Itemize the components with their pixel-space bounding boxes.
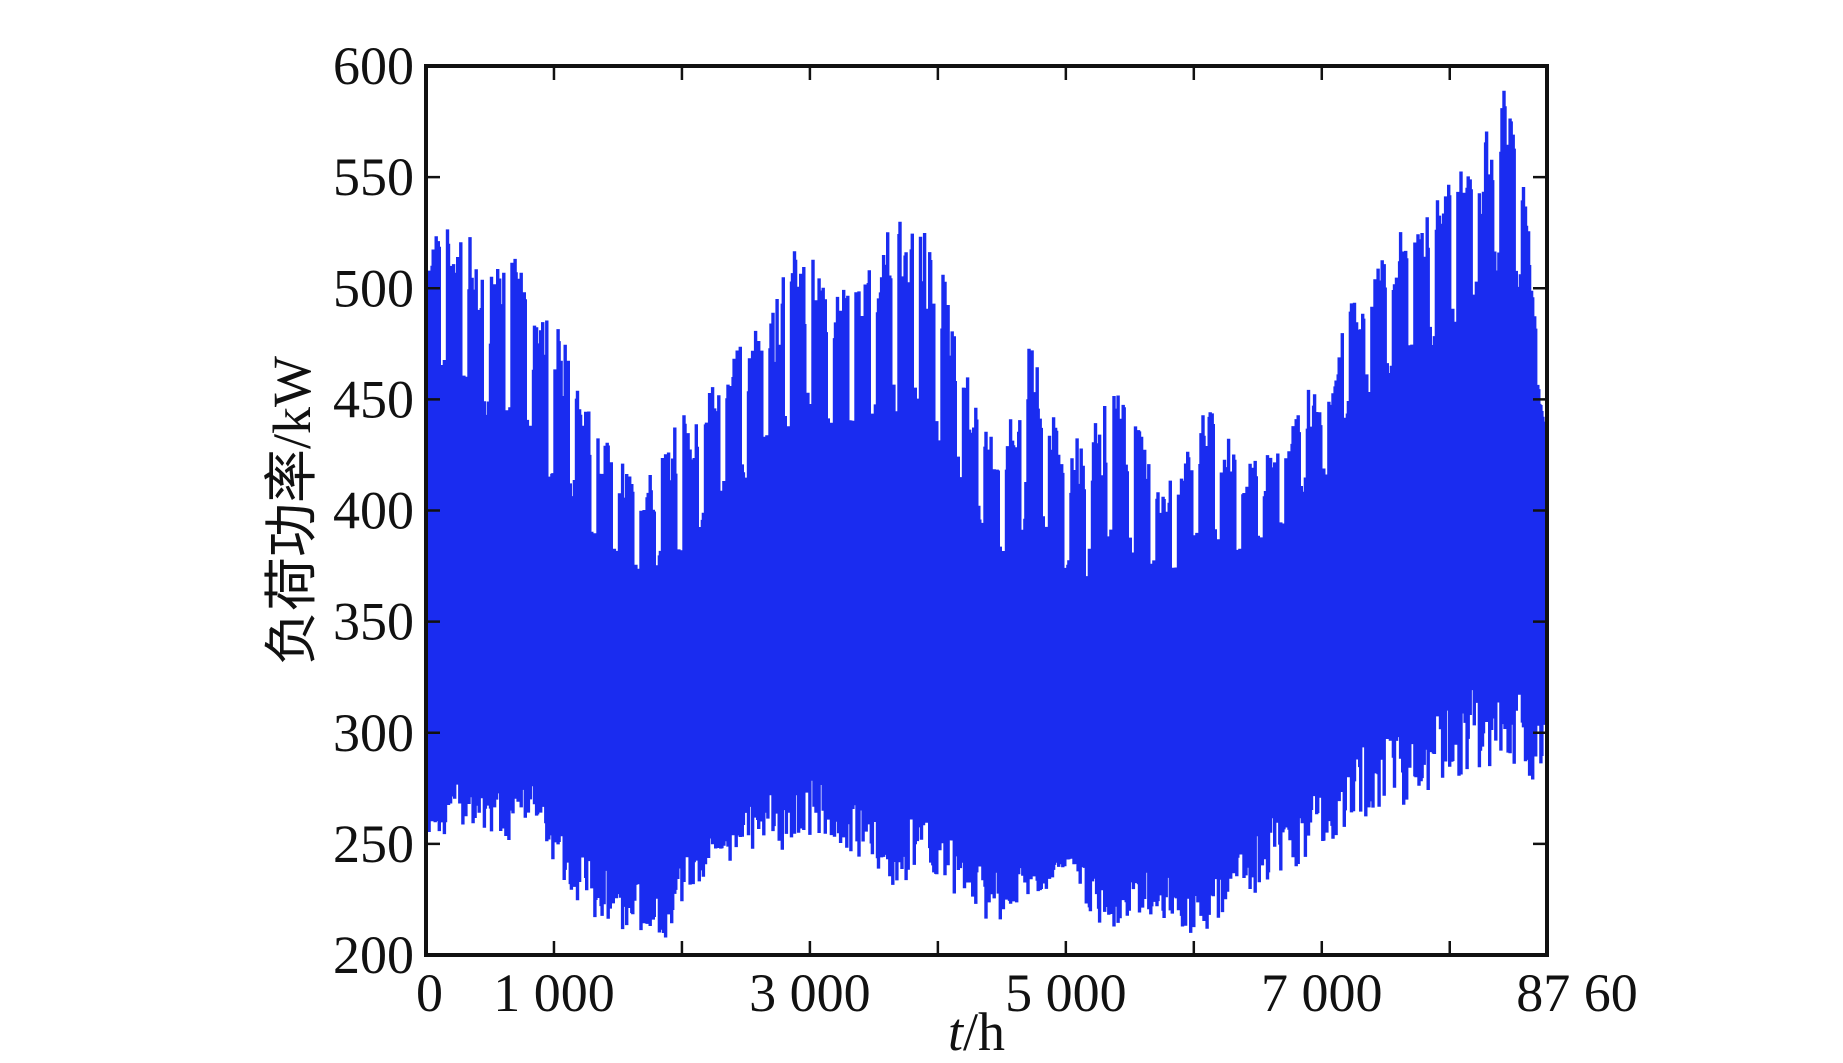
y-tick-label: 250 (333, 814, 414, 874)
x-axis-label: t/h (948, 1002, 1005, 1062)
x-tick-label: 87 60 (1516, 963, 1638, 1023)
x-axis-variable: t (948, 1002, 965, 1062)
x-tick-label: 0 (416, 963, 443, 1023)
x-tick-label: 1 000 (493, 963, 615, 1023)
y-tick-label: 450 (333, 369, 414, 429)
y-tick-label: 350 (333, 592, 414, 652)
x-tick-label: 7 000 (1261, 963, 1383, 1023)
x-axis-unit: /h (963, 1002, 1005, 1062)
y-axis-label: 负荷功率/kW (262, 356, 322, 665)
ticks-layer (424, 64, 1549, 957)
y-tick-label: 300 (333, 703, 414, 763)
x-tick-label: 3 000 (749, 963, 871, 1023)
tick-labels-layer: 200 250 300 350 400 450 500 550 600 0 1 000 3 000 5 … (333, 36, 1638, 1023)
y-tick-label: 600 (333, 36, 414, 96)
series-load-line (424, 90, 1549, 938)
y-tick-label: 500 (333, 258, 414, 318)
x-tick-label: 5 000 (1005, 963, 1127, 1023)
series-layer (424, 90, 1549, 938)
y-tick-label: 550 (333, 147, 414, 207)
y-tick-label: 400 (333, 481, 414, 541)
y-tick-label: 200 (333, 925, 414, 985)
